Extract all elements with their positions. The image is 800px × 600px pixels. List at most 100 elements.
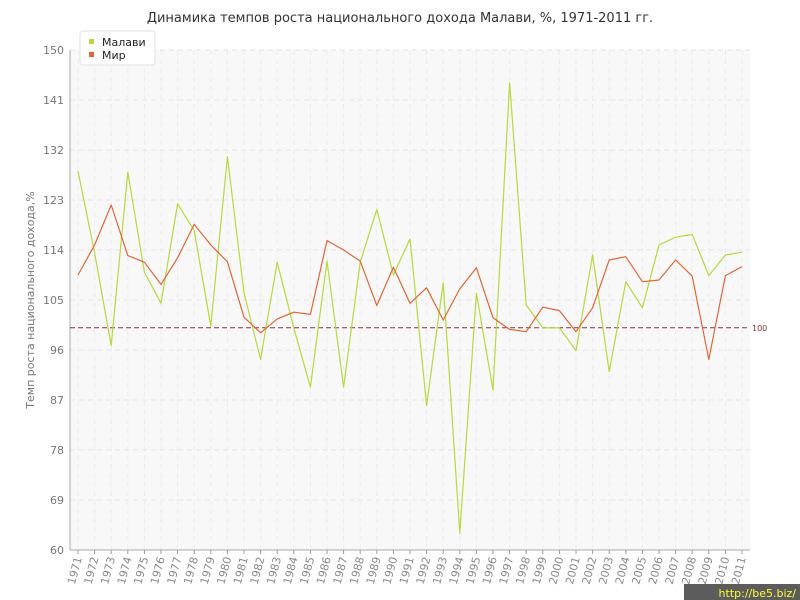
data-point-world[interactable] [392,266,395,269]
watermark[interactable]: http://be5.biz/ [684,584,800,600]
data-point-malawi[interactable] [408,237,411,240]
series-group [76,81,743,535]
data-point-malawi[interactable] [508,81,511,84]
data-point-malawi[interactable] [491,388,494,391]
grid [70,49,750,551]
data-point-malawi[interactable] [657,243,660,246]
data-point-world[interactable] [242,316,245,319]
data-point-malawi[interactable] [226,155,229,158]
data-point-world[interactable] [408,302,411,305]
data-point-malawi[interactable] [276,261,279,264]
data-point-world[interactable] [143,261,146,264]
data-point-world[interactable] [93,243,96,246]
data-point-world[interactable] [491,316,494,319]
data-point-malawi[interactable] [342,386,345,389]
data-point-world[interactable] [657,278,660,281]
data-point-world[interactable] [624,255,627,258]
data-point-malawi[interactable] [126,171,129,174]
data-point-malawi[interactable] [608,370,611,373]
data-point-world[interactable] [259,331,262,334]
data-point-malawi[interactable] [442,281,445,284]
data-point-world[interactable] [159,283,162,286]
data-point-world[interactable] [558,309,561,312]
data-point-malawi[interactable] [558,326,561,329]
data-point-world[interactable] [740,265,743,268]
watermark-background [684,584,800,600]
data-point-world[interactable] [691,275,694,278]
data-point-malawi[interactable] [242,291,245,294]
legend[interactable]: Малави Мир [79,30,156,66]
data-point-malawi[interactable] [674,236,677,239]
data-point-malawi[interactable] [93,251,96,254]
data-point-world[interactable] [641,280,644,283]
data-point-world[interactable] [574,330,577,333]
data-point-malawi[interactable] [691,233,694,236]
data-point-malawi[interactable] [110,344,113,347]
data-point-world[interactable] [176,256,179,259]
y-tick-label: 105 [43,294,64,307]
y-tick-label: 78 [50,444,64,457]
data-point-malawi[interactable] [375,208,378,211]
x-tick-label: 2011 [729,555,749,585]
reference-line-label: 100 [752,324,767,333]
data-point-malawi[interactable] [541,326,544,329]
data-point-world[interactable] [508,328,511,331]
data-point-malawi[interactable] [641,306,644,309]
data-point-world[interactable] [707,358,710,361]
data-point-world[interactable] [541,306,544,309]
data-point-malawi[interactable] [325,260,328,263]
watermark-link[interactable]: http://be5.biz/ [719,587,797,600]
data-point-malawi[interactable] [159,302,162,305]
data-point-world[interactable] [375,304,378,307]
legend-label-malawi[interactable]: Малави [102,36,146,49]
data-point-malawi[interactable] [292,326,295,329]
data-point-malawi[interactable] [143,271,146,274]
y-tick-label: 87 [50,394,64,407]
data-point-malawi[interactable] [193,229,196,232]
data-point-malawi[interactable] [724,253,727,256]
series-line-world[interactable] [77,204,743,360]
data-point-world[interactable] [525,330,528,333]
data-point-world[interactable] [309,313,312,316]
data-point-malawi[interactable] [591,253,594,256]
data-point-malawi[interactable] [475,292,478,295]
data-point-world[interactable] [126,254,129,257]
data-point-malawi[interactable] [458,532,461,535]
data-point-malawi[interactable] [624,280,627,283]
reference-line-group: 100 [70,324,767,333]
data-point-world[interactable] [276,317,279,320]
y-tick-label: 150 [43,44,64,57]
data-point-malawi[interactable] [425,404,428,407]
data-point-world[interactable] [325,239,328,242]
data-point-world[interactable] [674,258,677,261]
data-point-malawi[interactable] [176,202,179,205]
data-point-malawi[interactable] [740,251,743,254]
data-point-world[interactable] [226,260,229,263]
data-point-malawi[interactable] [392,273,395,276]
legend-marker-world [89,52,94,57]
data-point-world[interactable] [442,318,445,321]
data-point-world[interactable] [591,306,594,309]
data-point-world[interactable] [193,223,196,226]
data-point-world[interactable] [458,287,461,290]
data-point-malawi[interactable] [76,170,79,173]
data-point-malawi[interactable] [209,325,212,328]
data-point-world[interactable] [425,286,428,289]
data-point-world[interactable] [475,266,478,269]
data-point-malawi[interactable] [525,303,528,306]
legend-label-world[interactable]: Мир [102,49,126,62]
data-point-world[interactable] [292,311,295,314]
data-point-world[interactable] [76,273,79,276]
data-point-world[interactable] [359,260,362,263]
data-point-world[interactable] [342,248,345,251]
data-point-malawi[interactable] [259,358,262,361]
data-point-world[interactable] [608,258,611,261]
data-point-world[interactable] [209,243,212,246]
data-point-malawi[interactable] [574,349,577,352]
data-point-malawi[interactable] [707,274,710,277]
data-point-world[interactable] [110,203,113,206]
data-point-malawi[interactable] [309,386,312,389]
series-line-malawi[interactable] [77,82,743,534]
y-tick-label: 123 [43,194,64,207]
data-point-world[interactable] [724,274,727,277]
